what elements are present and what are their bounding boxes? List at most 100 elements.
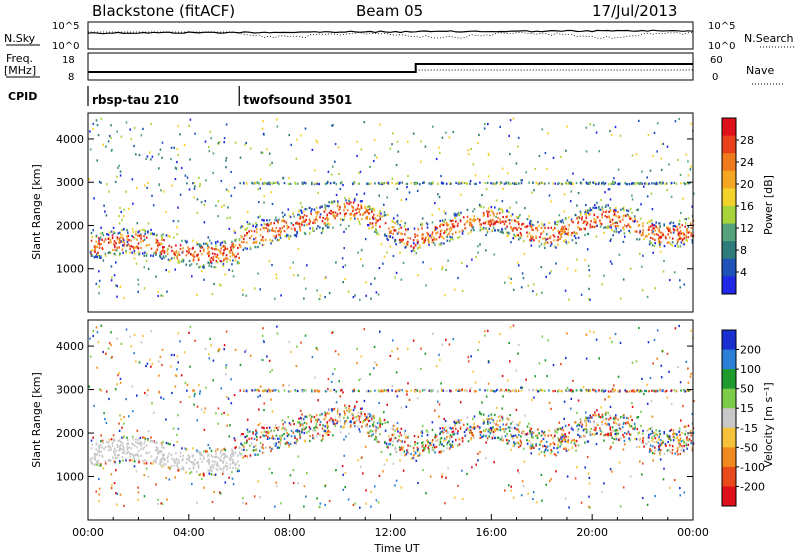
power-cell [644,235,647,238]
velocity-cell [394,446,396,449]
velocity-cell [299,435,301,438]
velocity-cell [158,374,160,377]
velocity-cell [373,421,375,424]
velocity-cell [649,427,652,430]
power-cell [324,296,326,299]
power-cell [453,225,456,228]
velocity-cell [133,465,136,468]
velocity-cell [342,473,344,476]
velocity-cell [270,398,272,401]
velocity-cell [410,457,413,460]
power-cell [358,210,360,213]
power-cell [358,208,361,211]
velocity-cell [414,440,416,444]
velocity-cell [554,389,556,393]
velocity-cell [458,421,461,424]
power-cell [343,247,345,250]
velocity-cell [689,429,692,433]
power-cell [501,220,503,223]
power-cell [421,224,424,227]
power-cell [374,217,376,220]
power-cell [452,225,455,228]
velocity-cell [579,418,582,421]
power-cell [531,191,533,194]
power-cell [445,231,447,234]
velocity-cell [401,440,403,443]
power-cell [369,217,371,220]
power-cell [108,237,110,240]
velocity-cell [110,343,112,347]
power-cell [337,146,340,149]
power-cell [579,181,582,184]
power-cell [275,216,277,219]
velocity-cell [586,455,589,459]
velocity-cell [677,453,679,456]
power-cell [144,251,146,254]
velocity-cell [539,443,541,446]
power-cell [573,231,575,234]
power-cell [443,210,445,213]
velocity-cell [346,416,349,419]
velocity-cell [594,389,596,392]
velocity-cell [652,434,655,438]
velocity-cell [132,435,134,438]
velocity-cell [520,389,523,392]
power-cell [443,242,445,245]
power-cell [509,182,512,185]
power-cell [98,285,100,288]
velocity-cell [624,432,626,435]
colorbar-label: 20 [740,178,754,191]
power-cell [158,167,160,170]
power-cell [161,236,163,240]
power-cell [322,216,324,219]
velocity-cell [472,370,475,373]
power-cell [653,224,656,227]
power-cell [598,150,600,153]
power-cell [546,237,549,241]
power-cell [497,216,499,219]
velocity-cell [149,358,151,361]
power-cell [588,287,590,290]
velocity-cell [100,434,102,437]
velocity-cell [376,440,378,443]
velocity-cell [655,432,657,436]
velocity-cell [455,389,457,392]
velocity-cell [263,430,266,433]
velocity-cell [608,423,611,426]
power-cell [337,200,339,203]
velocity-cell [448,447,451,450]
power-cell [599,225,602,228]
power-cell [560,182,562,185]
velocity-cell [391,433,394,436]
power-cell [525,225,528,229]
velocity-cell [326,424,328,427]
velocity-cell [687,439,690,442]
velocity-cell [186,389,188,392]
velocity-cell [207,454,209,458]
velocity-cell [469,387,472,390]
power-cell [623,209,625,212]
power-cell [543,246,546,249]
power-cell [133,144,135,148]
power-cell [123,215,125,218]
power-cell [268,219,271,222]
power-cell [194,250,196,254]
power-cell [607,226,610,229]
velocity-cell [304,440,307,443]
power-cell [196,293,198,296]
power-cell [436,226,439,230]
power-cell [623,232,626,235]
velocity-cell [517,469,519,472]
velocity-cell [644,443,647,446]
power-cell [598,205,600,209]
velocity-cell [233,461,235,464]
power-cell [207,236,210,239]
velocity-cell [641,473,643,476]
velocity-cell [255,448,258,451]
velocity-cell [155,442,157,445]
velocity-cell [528,388,530,392]
velocity-cell [334,350,337,353]
velocity-cell [330,420,332,423]
velocity-cell [542,445,544,448]
velocity-cell [435,365,438,368]
